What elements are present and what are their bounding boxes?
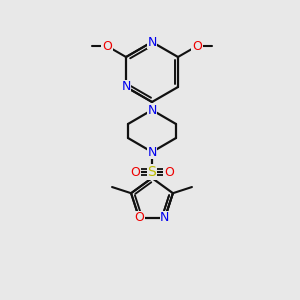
Text: N: N (147, 35, 157, 49)
Text: O: O (192, 40, 202, 52)
Text: S: S (148, 165, 156, 179)
Text: O: O (102, 40, 112, 52)
Text: N: N (147, 103, 157, 116)
Text: N: N (147, 146, 157, 158)
Text: N: N (160, 211, 170, 224)
Text: O: O (134, 211, 144, 224)
Text: O: O (130, 166, 140, 178)
Text: O: O (164, 166, 174, 178)
Text: N: N (121, 80, 131, 94)
